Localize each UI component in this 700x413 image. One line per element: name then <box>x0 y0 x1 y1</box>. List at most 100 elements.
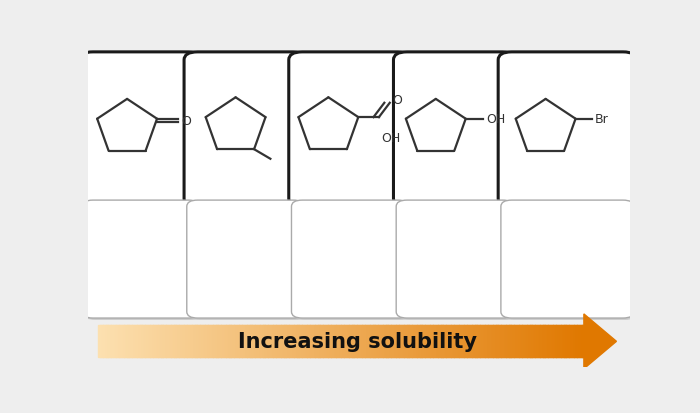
Bar <box>374 325 376 357</box>
Bar <box>127 325 130 357</box>
FancyBboxPatch shape <box>502 56 640 210</box>
Bar <box>573 325 575 357</box>
Bar <box>485 325 488 357</box>
Bar <box>356 325 358 357</box>
Bar <box>225 325 228 357</box>
Bar <box>163 325 166 357</box>
Bar <box>298 325 300 357</box>
FancyBboxPatch shape <box>82 201 200 318</box>
FancyBboxPatch shape <box>398 202 515 320</box>
Bar <box>531 325 533 357</box>
Bar <box>547 325 550 357</box>
Bar <box>561 325 564 357</box>
Bar <box>424 325 426 357</box>
Bar <box>249 325 251 357</box>
Bar <box>124 325 127 357</box>
Bar <box>490 325 493 357</box>
Bar <box>193 325 195 357</box>
Bar <box>134 325 136 357</box>
Bar <box>153 325 156 357</box>
Bar <box>407 325 410 357</box>
Bar <box>486 325 489 357</box>
Bar <box>195 325 198 357</box>
Bar <box>299 325 302 357</box>
Bar <box>357 325 360 357</box>
Bar <box>419 325 421 357</box>
Bar <box>521 325 524 357</box>
Bar <box>194 325 197 357</box>
Bar <box>283 325 286 357</box>
Bar <box>318 325 321 357</box>
Bar <box>416 325 419 357</box>
Bar <box>247 325 250 357</box>
Bar <box>461 325 463 357</box>
FancyBboxPatch shape <box>291 201 409 318</box>
Bar <box>382 325 384 357</box>
Bar <box>239 325 242 357</box>
Bar <box>286 325 289 357</box>
Bar <box>102 325 104 357</box>
Bar <box>341 325 344 357</box>
Bar <box>275 325 277 357</box>
Bar <box>204 325 206 357</box>
Bar <box>496 325 499 357</box>
Bar <box>364 325 367 357</box>
Bar <box>380 325 383 357</box>
Bar <box>220 325 223 357</box>
Bar <box>514 325 517 357</box>
Bar <box>558 325 561 357</box>
Bar <box>302 325 305 357</box>
Bar <box>281 325 284 357</box>
Bar <box>459 325 462 357</box>
FancyBboxPatch shape <box>289 53 412 207</box>
Bar <box>310 325 313 357</box>
Bar <box>335 325 337 357</box>
Bar <box>369 325 371 357</box>
Bar <box>495 325 498 357</box>
Bar <box>273 325 276 357</box>
Bar <box>477 325 480 357</box>
Bar <box>386 325 389 357</box>
Bar <box>244 325 246 357</box>
Bar <box>566 325 569 357</box>
Text: Br: Br <box>594 113 608 126</box>
Bar <box>141 325 143 357</box>
Bar <box>160 325 162 357</box>
Bar <box>398 325 400 357</box>
Bar <box>428 325 431 357</box>
Bar <box>444 325 447 357</box>
Bar <box>186 325 188 357</box>
Bar <box>215 325 218 357</box>
Bar <box>484 325 486 357</box>
Bar <box>169 325 172 357</box>
Bar <box>527 325 530 357</box>
Bar <box>454 325 457 357</box>
Bar <box>293 325 295 357</box>
FancyBboxPatch shape <box>79 53 202 207</box>
Bar <box>276 325 279 357</box>
Bar <box>422 325 425 357</box>
Bar <box>433 325 436 357</box>
Bar <box>338 325 341 357</box>
Bar <box>349 325 352 357</box>
Bar <box>111 325 114 357</box>
Bar <box>314 325 316 357</box>
FancyBboxPatch shape <box>498 53 636 207</box>
Bar <box>510 325 512 357</box>
Bar <box>210 325 213 357</box>
Bar <box>144 325 146 357</box>
Bar <box>190 325 193 357</box>
Bar <box>178 325 181 357</box>
Bar <box>268 325 271 357</box>
Text: O: O <box>392 94 402 107</box>
Bar <box>106 325 109 357</box>
Bar <box>559 325 562 357</box>
Bar <box>139 325 141 357</box>
Bar <box>113 325 116 357</box>
Bar <box>176 325 178 357</box>
Bar <box>202 325 204 357</box>
Bar <box>464 325 467 357</box>
Bar <box>206 325 209 357</box>
Bar <box>400 325 402 357</box>
Bar <box>103 325 106 357</box>
